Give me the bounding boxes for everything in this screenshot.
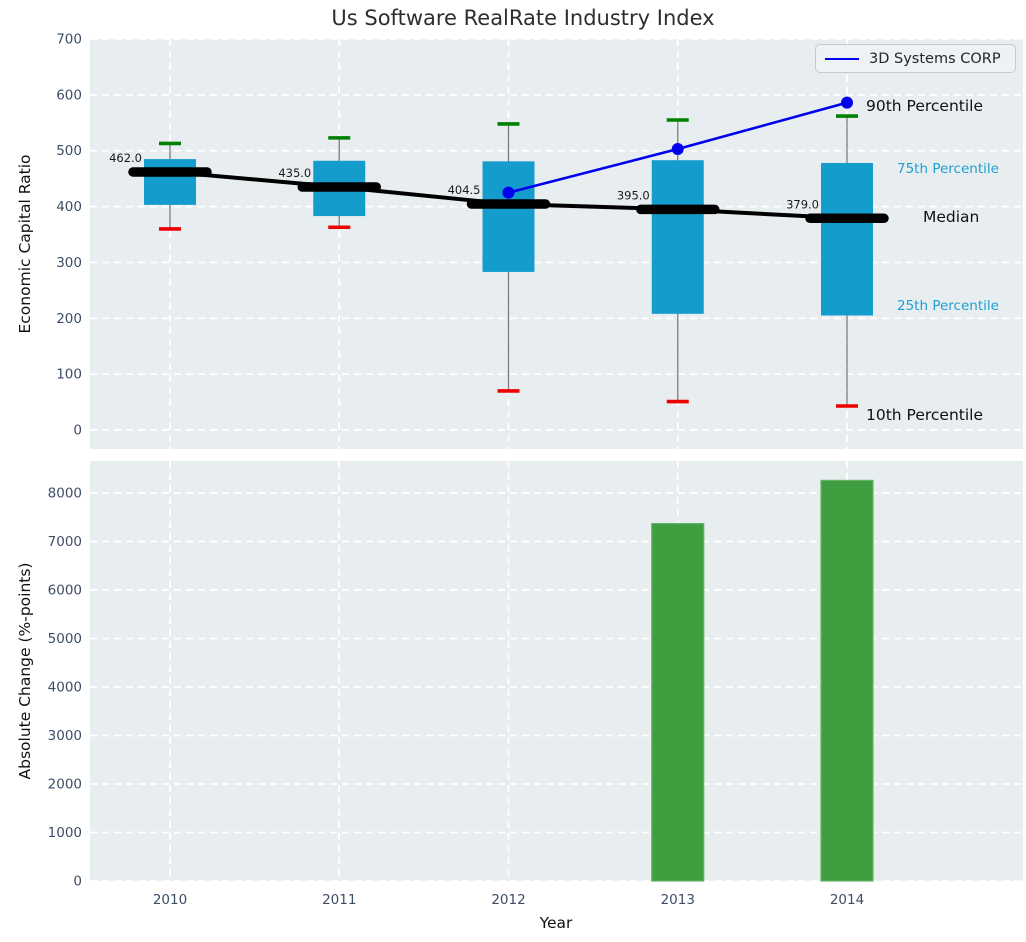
svg-text:2014: 2014 [830, 892, 864, 908]
svg-text:700: 700 [56, 32, 82, 48]
svg-text:395.0: 395.0 [617, 188, 650, 202]
annotation-90th-percentile: 90th Percentile [866, 97, 983, 115]
svg-text:7000: 7000 [48, 534, 82, 550]
annotation-75th-percentile: 75th Percentile [897, 161, 999, 177]
x-axis-label: Year [540, 914, 573, 932]
svg-text:300: 300 [56, 255, 82, 271]
svg-text:2011: 2011 [322, 892, 356, 908]
svg-text:2010: 2010 [153, 892, 187, 908]
svg-text:400: 400 [56, 199, 82, 215]
chart-canvas: 0100200300400500600700010002000300040005… [0, 0, 1026, 942]
svg-text:8000: 8000 [48, 486, 82, 502]
legend-label: 3D Systems CORP [869, 51, 1001, 67]
bottom-y-axis-label: Absolute Change (%-points) [16, 563, 34, 780]
annotation-10th-percentile: 10th Percentile [866, 406, 983, 424]
svg-text:0: 0 [73, 423, 82, 439]
svg-text:404.5: 404.5 [448, 183, 481, 197]
svg-text:3000: 3000 [48, 728, 82, 744]
bar-2013 [652, 524, 704, 881]
svg-text:4000: 4000 [48, 680, 82, 696]
svg-text:2012: 2012 [491, 892, 525, 908]
svg-text:500: 500 [56, 143, 82, 159]
svg-text:5000: 5000 [48, 631, 82, 647]
legend: 3D Systems CORP [815, 44, 1016, 73]
top-y-axis-label: Economic Capital Ratio [16, 154, 34, 333]
svg-text:600: 600 [56, 87, 82, 103]
bar-2014 [821, 480, 873, 881]
figure: 0100200300400500600700010002000300040005… [0, 0, 1026, 942]
svg-text:100: 100 [56, 367, 82, 383]
svg-text:0: 0 [73, 874, 82, 890]
svg-text:435.0: 435.0 [278, 166, 311, 180]
annotation-25th-percentile: 25th Percentile [897, 298, 999, 314]
legend-line-sample [825, 58, 859, 60]
svg-text:200: 200 [56, 311, 82, 327]
annotation-median: Median [923, 208, 979, 226]
svg-text:462.0: 462.0 [109, 151, 142, 165]
svg-text:1000: 1000 [48, 825, 82, 841]
svg-text:6000: 6000 [48, 583, 82, 599]
axes-backgrounds [90, 39, 1023, 881]
svg-text:379.0: 379.0 [786, 197, 819, 211]
svg-text:2000: 2000 [48, 777, 82, 793]
svg-text:2013: 2013 [661, 892, 695, 908]
chart-title: Us Software RealRate Industry Index [0, 6, 1026, 30]
